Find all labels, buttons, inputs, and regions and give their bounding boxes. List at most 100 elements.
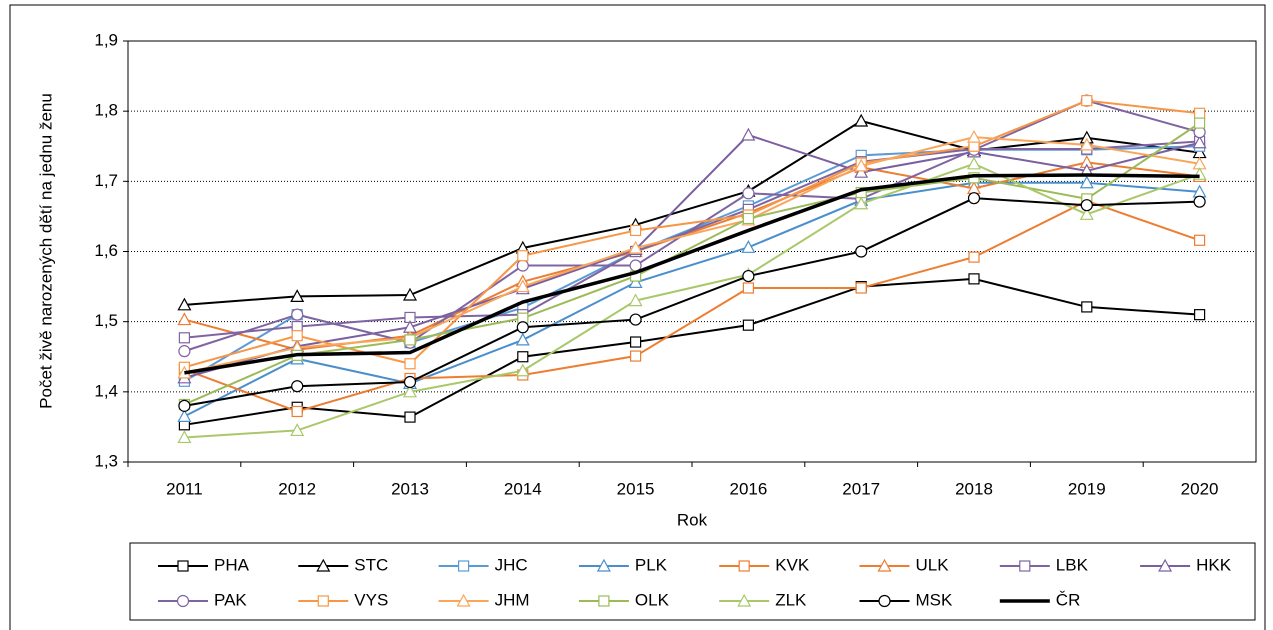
legend-marker xyxy=(458,560,470,572)
series-line xyxy=(184,99,1200,353)
legend-label: PAK xyxy=(214,590,247,609)
series-line xyxy=(184,199,1200,413)
point xyxy=(1080,199,1093,212)
legend-label: MSK xyxy=(916,590,954,609)
y-tick-label: 1,6 xyxy=(94,241,118,260)
point xyxy=(1193,117,1206,129)
y-tick-label: 1,4 xyxy=(94,381,118,400)
y-tick-label: 1,5 xyxy=(94,311,118,330)
x-axis-label: Rok xyxy=(677,510,708,529)
point xyxy=(628,293,643,307)
point xyxy=(291,308,304,321)
point xyxy=(402,287,418,301)
legend-label: PLK xyxy=(635,555,668,574)
legend-box xyxy=(129,542,1256,621)
legend-label: OLK xyxy=(635,590,670,609)
x-tick-label: 2012 xyxy=(278,479,316,498)
point xyxy=(178,332,190,344)
legend-marker xyxy=(596,558,611,572)
point xyxy=(291,405,303,418)
legend-label: LBK xyxy=(1056,555,1089,574)
chart-border xyxy=(9,4,1266,630)
legend-marker xyxy=(456,593,471,607)
legend-marker xyxy=(316,558,331,572)
series-line xyxy=(184,197,1200,407)
series-line xyxy=(184,136,1200,374)
point xyxy=(742,212,755,225)
point xyxy=(178,399,191,412)
y-tick-label: 1,9 xyxy=(94,30,118,49)
point xyxy=(404,411,416,423)
x-tick-label: 2011 xyxy=(166,479,203,498)
series-line xyxy=(184,277,1200,426)
series-line xyxy=(184,119,1200,306)
point xyxy=(178,345,191,358)
legend-label: ČR xyxy=(1056,590,1081,609)
y-tick-label: 1,7 xyxy=(94,171,118,190)
point xyxy=(1192,135,1207,149)
point xyxy=(628,240,643,254)
point xyxy=(516,259,529,272)
legend-marker xyxy=(738,560,750,572)
point xyxy=(177,297,192,311)
point xyxy=(966,129,982,143)
series-line xyxy=(184,99,1200,369)
legend-label: ZLK xyxy=(775,590,807,609)
point xyxy=(966,156,982,170)
x-tick-label: 2013 xyxy=(391,479,429,498)
point xyxy=(177,312,192,326)
point xyxy=(968,251,980,263)
legend-label: JHM xyxy=(495,590,530,609)
legend-marker xyxy=(177,560,189,572)
point xyxy=(1193,234,1206,246)
point xyxy=(968,140,980,152)
x-tick-label: 2017 xyxy=(842,479,880,498)
x-tick-label: 2019 xyxy=(1068,479,1106,498)
legend-label: PHA xyxy=(214,555,250,574)
legend-label: ULK xyxy=(916,555,950,574)
point xyxy=(1193,195,1206,208)
point xyxy=(854,113,869,127)
point xyxy=(855,282,867,294)
legend-marker xyxy=(878,594,891,608)
legend-marker xyxy=(1019,560,1031,572)
series-line xyxy=(184,173,1200,375)
point xyxy=(967,192,981,205)
series-line xyxy=(184,162,1200,439)
point xyxy=(1079,175,1094,189)
point xyxy=(290,289,305,303)
x-tick-label: 2020 xyxy=(1181,479,1219,498)
point xyxy=(515,279,530,293)
point xyxy=(742,282,755,294)
legend-label: KVK xyxy=(775,555,810,574)
point xyxy=(854,164,869,178)
point xyxy=(177,409,192,422)
legend-marker xyxy=(176,594,190,608)
x-tick-label: 2016 xyxy=(729,479,767,498)
point xyxy=(1193,309,1206,321)
point xyxy=(629,224,642,237)
point xyxy=(968,273,980,285)
point xyxy=(403,375,417,389)
legend-label: VYS xyxy=(354,590,388,609)
point xyxy=(629,336,642,348)
legend-label: JHC xyxy=(495,555,528,574)
point xyxy=(742,269,755,283)
point xyxy=(516,321,529,334)
point xyxy=(741,240,756,253)
point xyxy=(291,330,303,342)
point xyxy=(517,250,529,262)
legend-marker xyxy=(317,595,329,607)
point xyxy=(629,313,642,326)
legend-marker xyxy=(1158,558,1173,572)
point xyxy=(1081,301,1093,313)
x-tick-label: 2014 xyxy=(504,479,542,498)
point xyxy=(741,127,756,141)
point xyxy=(629,350,642,362)
point xyxy=(1193,107,1206,119)
point xyxy=(742,187,755,200)
series-line xyxy=(183,181,1200,418)
point xyxy=(854,158,869,172)
point xyxy=(177,430,192,444)
